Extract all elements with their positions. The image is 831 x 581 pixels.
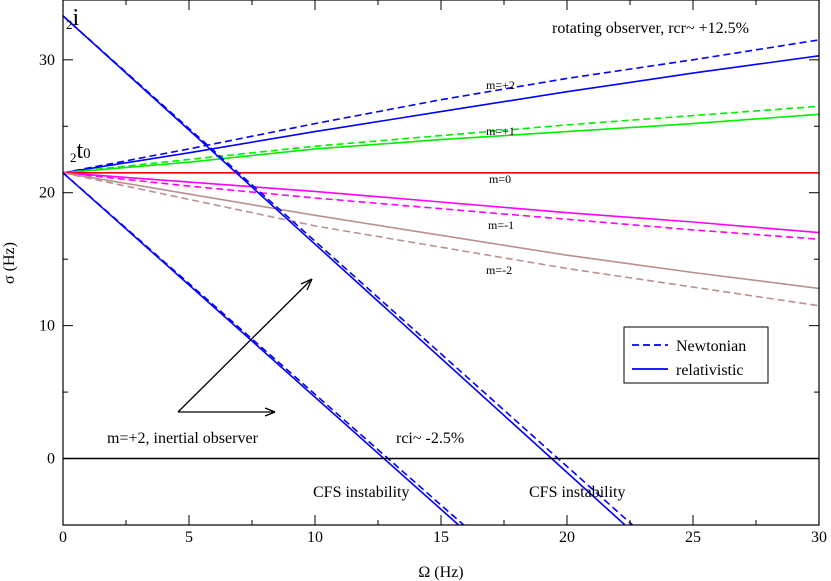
- text-layer: Ω (Hz) σ (Hz) rotating observer, rcr~ +1…: [1, 5, 749, 581]
- x-axis-label: Ω (Hz): [418, 564, 463, 581]
- label-2t0-main: t: [77, 138, 84, 164]
- series-2i-dashed-10: [63, 15, 634, 525]
- legend-label-relativistic: relativistic: [676, 362, 744, 379]
- legend: Newtonian relativistic: [623, 326, 769, 384]
- x-tick-label: 10: [307, 529, 323, 546]
- x-tick-label: 15: [433, 529, 449, 546]
- y-tick-label: 30: [39, 52, 55, 69]
- label-2t0-subscript: 2: [70, 150, 77, 165]
- y-axis-label: σ (Hz): [1, 242, 18, 284]
- annotation-inertial-observer: m=+2, inertial observer: [107, 430, 259, 447]
- annotation-rotating-observer: rotating observer, rcr~ +12.5%: [552, 20, 749, 37]
- arrow-horizontal-head: [264, 407, 276, 417]
- x-tick-label: 25: [685, 529, 701, 546]
- annotation-cfs-instability-2: CFS instability: [529, 484, 625, 501]
- arrows-layer: [177, 278, 313, 417]
- y-tick-label: 20: [39, 185, 55, 202]
- label-2i: 2i: [66, 5, 80, 32]
- label-m-plus-1: m=+1: [486, 124, 515, 138]
- series-m1-solid-2: [63, 113, 819, 174]
- y-tick-label: 10: [39, 318, 55, 335]
- label-m-minus-2: m=-2: [486, 263, 512, 277]
- x-tick-label: 5: [185, 529, 193, 546]
- x-tick-label: 30: [811, 529, 827, 546]
- label-m-0: m=0: [489, 172, 511, 186]
- series-m1-dashed-6: [63, 172, 819, 240]
- label-2i-subscript: 2: [66, 17, 73, 32]
- label-m-minus-1: m=-1: [488, 218, 514, 232]
- series-2t0-dashed-12: [63, 172, 465, 525]
- series-m1-solid-5: [63, 172, 819, 234]
- series-layer: [63, 15, 819, 525]
- legend-box: [623, 326, 769, 384]
- series-2i-solid-9: [63, 15, 626, 525]
- annotation-cfs-instability-1: CFS instability: [313, 484, 409, 501]
- series-m2-dashed-8: [63, 172, 819, 307]
- label-m-plus-2: m=+2: [486, 78, 515, 92]
- series-m2-solid-0: [63, 55, 819, 174]
- legend-label-newtonian: Newtonian: [676, 338, 746, 355]
- arrow-diagonal: [177, 278, 313, 413]
- series-m2-dashed-1: [63, 39, 819, 174]
- y-tick-label: 0: [47, 451, 55, 468]
- label-2t0-subscript-0: 0: [83, 146, 91, 162]
- series-m1-dashed-3: [63, 105, 819, 174]
- arrow-diagonal-head: [300, 278, 313, 291]
- annotation-rci: rci~ -2.5%: [396, 430, 464, 447]
- x-tick-label: 20: [559, 529, 575, 546]
- x-tick-label: 0: [59, 529, 67, 546]
- label-2i-main: i: [73, 5, 80, 31]
- label-2t0: 2t0: [70, 138, 91, 165]
- series-m2-solid-7: [63, 172, 819, 290]
